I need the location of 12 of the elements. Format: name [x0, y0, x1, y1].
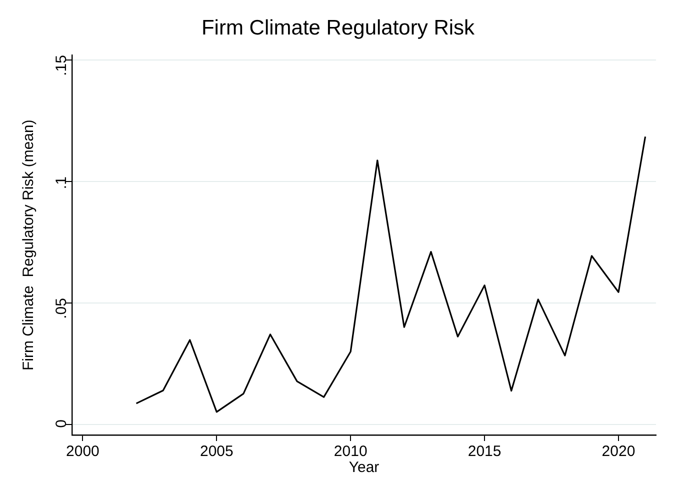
x-tick-label: 2015 — [468, 443, 502, 460]
x-tick-label: 2005 — [200, 443, 234, 460]
y-tick-label: .1 — [53, 176, 70, 190]
x-tick-label: 2010 — [334, 443, 368, 460]
x-tick-label: 2000 — [66, 443, 100, 460]
x-tick-label: 2020 — [602, 443, 636, 460]
y-axis-title: Firm Climate Regulatory Risk (mean) — [20, 120, 38, 371]
x-axis-title: Year — [348, 459, 380, 476]
y-tick-label: .15 — [53, 55, 70, 76]
chart-title: Firm Climate Regulatory Risk — [201, 16, 476, 40]
y-tick-label: 0 — [53, 420, 70, 428]
y-tick-label: .05 — [53, 298, 70, 319]
